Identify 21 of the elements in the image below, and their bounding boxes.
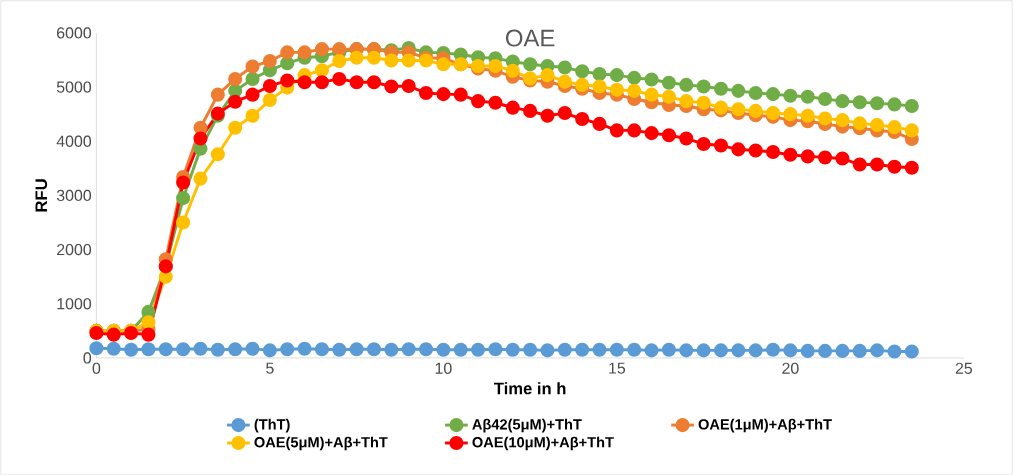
y-tick-label: 0 [83,352,92,364]
x-tick-label: 15 [609,362,626,374]
legend-label: OAE(1μM)+Aβ+ThT [698,418,832,433]
legend-label: OAE(5μM)+Aβ+ThT [254,436,388,451]
x-tick-label: 10 [435,362,452,374]
chart-title: OAE [506,29,555,47]
x-tick-label: 5 [266,362,274,374]
y-tick-label: 1000 [57,298,92,310]
legend-label: OAE(10μM)+Aβ+ThT [472,436,614,451]
y-axis-title: RFU [35,179,48,212]
x-tick-label: 0 [92,362,101,374]
y-tick-label: 3000 [56,189,92,201]
y-tick-label: 2000 [57,243,92,256]
legend-label: Aβ42(5μM)+ThT [472,418,582,433]
x-tick-label: 20 [782,362,799,374]
y-tick-label: 6000 [57,27,92,39]
y-tick-label: 5000 [56,81,92,93]
y-tick-label: 4000 [56,135,92,147]
legend-label: (ThT) [254,418,290,433]
x-tick-label: 25 [955,362,973,374]
x-axis-title: Time in h [494,382,566,395]
